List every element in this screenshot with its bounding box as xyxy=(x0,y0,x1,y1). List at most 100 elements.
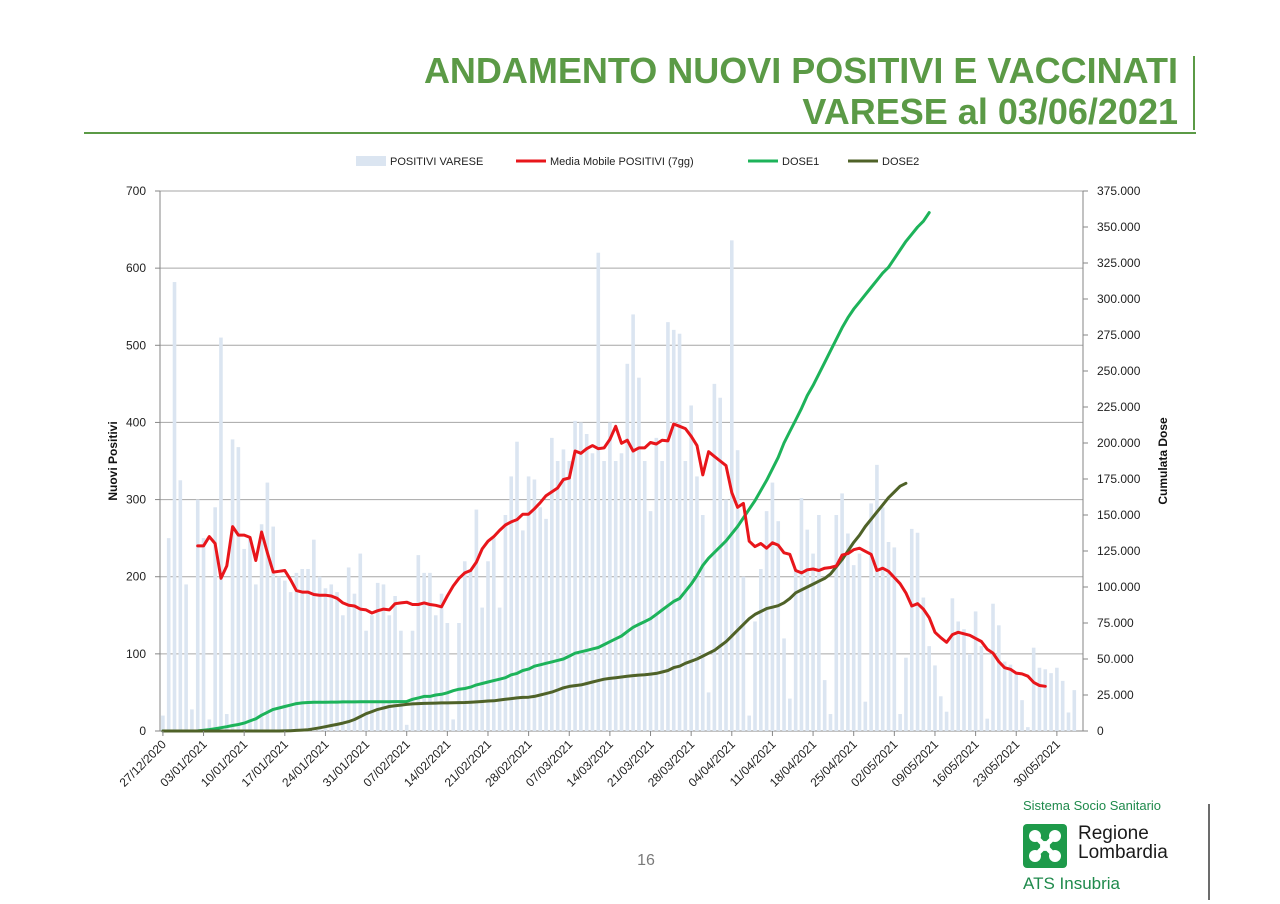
bar xyxy=(172,282,177,731)
bar xyxy=(265,482,270,731)
bar xyxy=(573,420,577,731)
bar xyxy=(404,724,409,731)
bar xyxy=(956,621,960,731)
bar xyxy=(538,507,543,731)
bar xyxy=(375,582,380,731)
bar xyxy=(1002,661,1007,731)
legend-item: POSITIVI VARESE xyxy=(356,156,483,168)
bar xyxy=(532,479,537,731)
line-series-moving-average xyxy=(196,422,1047,688)
bar xyxy=(1020,700,1024,731)
bar xyxy=(660,461,664,731)
y2-tick-label: 300.000 xyxy=(1097,292,1141,306)
bar xyxy=(892,547,897,731)
bar xyxy=(759,569,763,731)
bar xyxy=(782,638,786,731)
line-series-dose1 xyxy=(161,211,931,733)
bar xyxy=(869,503,873,731)
bar xyxy=(253,584,258,731)
legend-label: Media Mobile POSITIVI (7gg) xyxy=(550,156,694,168)
bar xyxy=(312,539,316,731)
bar xyxy=(1037,667,1042,731)
bar xyxy=(712,383,717,731)
y2-tick-label: 375.000 xyxy=(1097,184,1141,198)
bar xyxy=(677,333,682,731)
bar xyxy=(457,623,461,731)
bar xyxy=(642,461,647,731)
bar xyxy=(875,464,879,731)
logo-name-line-1: Regione xyxy=(1078,823,1149,844)
y-tick-label: 400 xyxy=(126,415,146,429)
bar xyxy=(799,498,804,731)
y2-tick-label: 275.000 xyxy=(1097,328,1141,342)
bar xyxy=(596,252,601,731)
bar xyxy=(973,611,978,731)
bar xyxy=(886,542,891,731)
line-series-dose2 xyxy=(161,481,908,733)
bar xyxy=(277,576,281,731)
bar xyxy=(880,507,885,731)
bar xyxy=(613,461,618,731)
bar xyxy=(741,576,746,731)
bar xyxy=(491,538,496,731)
bar xyxy=(445,623,450,731)
chart-legend: POSITIVI VARESE Media Mobile POSITIVI (7g… xyxy=(356,156,919,168)
bar xyxy=(840,493,844,731)
y2-tick-label: 100.000 xyxy=(1097,580,1141,594)
bar xyxy=(1026,727,1030,731)
y2-tick-label: 225.000 xyxy=(1097,400,1141,414)
bar xyxy=(944,711,949,731)
bar xyxy=(700,515,705,731)
bar xyxy=(428,572,432,731)
bar xyxy=(230,439,235,731)
bar xyxy=(706,692,711,731)
bar xyxy=(300,569,305,731)
bar xyxy=(997,625,1001,731)
bar xyxy=(503,515,508,731)
y-tick-label: 700 xyxy=(126,184,146,198)
y-tick-label: 600 xyxy=(126,261,146,275)
legend-label: POSITIVI VARESE xyxy=(390,156,483,168)
y-tick-label: 500 xyxy=(126,338,146,352)
bar xyxy=(271,526,275,731)
bar xyxy=(306,569,310,731)
y2-tick-label: 250.000 xyxy=(1097,364,1141,378)
bar xyxy=(1014,673,1019,731)
bar xyxy=(648,511,653,731)
title-line-1: ANDAMENTO NUOVI POSITIVI E VACCINATI xyxy=(423,50,1178,91)
bar xyxy=(416,555,421,731)
bar xyxy=(521,530,525,731)
bar xyxy=(776,521,781,731)
bar xyxy=(846,533,850,731)
bar xyxy=(283,580,287,731)
bar xyxy=(341,615,345,731)
bar xyxy=(631,314,635,731)
logo-ats-line: ATS Insubria xyxy=(1023,874,1121,893)
bar xyxy=(654,437,659,731)
bar xyxy=(219,337,223,731)
bar xyxy=(352,593,357,731)
y2-tick-label: 175.000 xyxy=(1097,472,1141,486)
bar xyxy=(526,476,531,731)
bar-series-positivi xyxy=(161,240,1077,731)
bar xyxy=(317,576,322,731)
bar xyxy=(381,584,386,731)
bar xyxy=(468,569,473,731)
page-number: 16 xyxy=(637,852,655,869)
y2-tick-label: 200.000 xyxy=(1097,436,1141,450)
bar xyxy=(625,363,630,731)
bar xyxy=(288,592,293,731)
bar xyxy=(335,592,339,731)
bar xyxy=(497,607,502,731)
bar xyxy=(584,434,589,731)
bar xyxy=(921,597,926,731)
bar xyxy=(666,322,670,731)
bar xyxy=(817,515,821,731)
bar xyxy=(671,329,676,731)
bar xyxy=(294,572,299,731)
bar xyxy=(555,461,560,731)
bar xyxy=(718,397,722,731)
legend-swatch xyxy=(356,156,386,166)
bar xyxy=(462,561,467,731)
